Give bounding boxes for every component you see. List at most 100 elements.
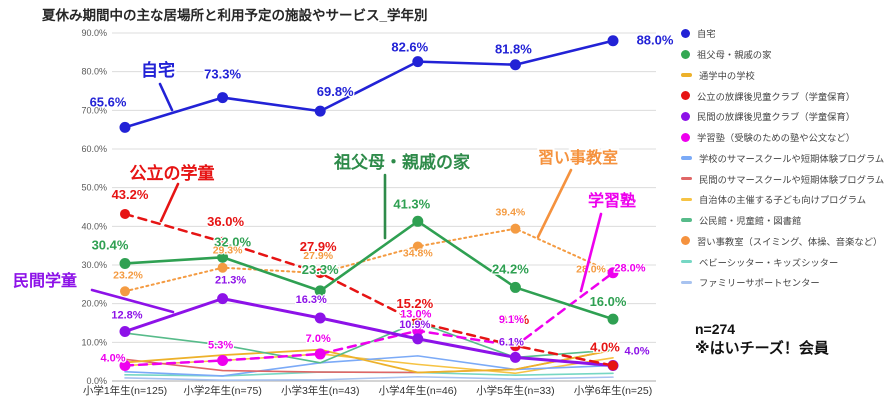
- value-labels-lesson-classes: 23.2% 29.3% 27.9% 34.8% 39.4% 28.0%: [112, 206, 607, 283]
- data-point-grandparents-house: [217, 251, 229, 263]
- svg-text:34.8%: 34.8%: [403, 247, 433, 259]
- annotation-home: 自宅: [139, 58, 177, 112]
- y-axis-labels: 0.0% 10.0% 20.0% 30.0% 40.0% 50.0% 60.0% 70.0% 8…: [81, 28, 107, 386]
- svg-text:4.0%: 4.0%: [100, 353, 125, 365]
- legend-line-icon: [681, 197, 692, 202]
- annotation-private-afterschool-club: 民間学童: [11, 269, 175, 314]
- value-labels-public-afterschool-club: 43.2% 36.0% 27.9% 15.2% 9.1% 4.0%: [110, 186, 621, 356]
- svg-text:民間学童: 民間学童: [13, 271, 77, 290]
- series-school-summer-program: [124, 355, 614, 377]
- legend-line-icon: [681, 218, 692, 222]
- svg-text:公立の学童: 公立の学童: [130, 163, 215, 183]
- svg-text:6.1%: 6.1%: [499, 336, 524, 348]
- legend-label: ファミリーサポートセンター: [699, 278, 820, 289]
- legend-label: 公民館・児童館・図書館: [699, 216, 802, 227]
- svg-text:13.0%: 13.0%: [400, 309, 431, 321]
- svg-text:50.0%: 50.0%: [81, 183, 107, 193]
- svg-text:4.0%: 4.0%: [590, 340, 620, 355]
- svg-text:0.0%: 0.0%: [86, 376, 107, 386]
- svg-text:23.2%: 23.2%: [113, 269, 143, 281]
- x-axis-labels: 小学1年生(n=125) 小学2年生(n=75) 小学3年生(n=43) 小学4年生(…: [83, 384, 652, 397]
- svg-text:10.9%: 10.9%: [399, 319, 430, 331]
- svg-text:15.2%: 15.2%: [396, 296, 433, 311]
- data-point-grandparents-house: [119, 257, 131, 269]
- svg-text:28.0%: 28.0%: [576, 264, 606, 276]
- legend-dot-icon: [681, 28, 690, 38]
- svg-text:小学5年生(n=33): 小学5年生(n=33): [476, 384, 554, 397]
- sample-size-note: n=274: [695, 321, 736, 337]
- svg-text:81.8%: 81.8%: [495, 42, 532, 57]
- legend-dot-icon: [681, 111, 690, 121]
- svg-text:27.9%: 27.9%: [303, 250, 333, 262]
- svg-text:20.0%: 20.0%: [81, 299, 107, 309]
- annotation-cram-school: 学習塾: [579, 189, 638, 293]
- value-labels-home: 65.6% 73.3% 69.8% 82.6% 81.8% 88.0%: [88, 31, 675, 110]
- legend-line-icon: [681, 280, 692, 285]
- svg-text:90.0%: 90.0%: [81, 28, 107, 38]
- data-point-lesson-classes: [510, 223, 521, 234]
- legend-dot-icon: [681, 91, 690, 101]
- legend-label: 学習塾（受験のための塾や公文など）: [697, 133, 856, 144]
- data-point-home: [607, 35, 619, 47]
- svg-text:40.0%: 40.0%: [81, 221, 107, 231]
- legend-line-icon: [681, 176, 692, 181]
- svg-text:39.4%: 39.4%: [496, 207, 526, 219]
- legend-item-public-afterschool-club: 公立の放課後児童クラブ（学童保育）: [681, 85, 884, 106]
- data-point-private-afterschool-club: [314, 312, 326, 324]
- legend-line-icon: [681, 156, 692, 160]
- svg-text:27.9%: 27.9%: [300, 239, 337, 254]
- svg-text:16.3%: 16.3%: [296, 294, 327, 306]
- data-point-public-afterschool-club: [120, 208, 130, 219]
- data-point-public-afterschool-club: [412, 317, 423, 328]
- chart-note: n=274 ※はいチーズ！会員: [695, 320, 829, 359]
- legend-item-home: 自宅: [681, 23, 884, 44]
- legend-item-cram-school: 学習塾（受験のための塾や公文など）: [681, 127, 884, 148]
- svg-text:12.8%: 12.8%: [111, 310, 142, 322]
- legend-label: 自宅: [697, 29, 716, 40]
- svg-text:自宅: 自宅: [141, 60, 175, 80]
- svg-text:43.2%: 43.2%: [112, 187, 149, 202]
- svg-text:21.3%: 21.3%: [215, 275, 246, 287]
- svg-text:70.0%: 70.0%: [81, 105, 107, 115]
- svg-text:小学4年生(n=46): 小学4年生(n=46): [379, 384, 457, 397]
- data-point-grandparents-house: [509, 281, 521, 293]
- legend-label: 自治体の主催する子ども向けプログラム: [699, 195, 867, 206]
- svg-text:60.0%: 60.0%: [81, 144, 107, 154]
- svg-text:32.0%: 32.0%: [214, 234, 251, 249]
- legend-line-icon: [681, 73, 692, 77]
- annotation-grandparents-house: 祖父母・親戚の家: [331, 150, 472, 240]
- data-point-private-afterschool-club: [412, 333, 424, 345]
- legend-item-babysitter: ベビーシッター・キッズシッター: [681, 251, 884, 272]
- svg-text:小学1年生(n=125): 小学1年生(n=125): [83, 384, 167, 397]
- chart-title: 夏休み期間中の主な居場所と利用予定の施設やサービス_学年別: [42, 8, 428, 23]
- svg-text:習い事教室: 習い事教室: [538, 148, 618, 167]
- svg-text:5.3%: 5.3%: [208, 340, 233, 352]
- svg-text:82.6%: 82.6%: [391, 40, 428, 55]
- svg-text:28.0%: 28.0%: [614, 263, 645, 275]
- svg-text:7.0%: 7.0%: [306, 333, 331, 345]
- annotation-lesson-classes: 習い事教室: [536, 146, 620, 239]
- svg-text:4.0%: 4.0%: [624, 346, 649, 358]
- data-point-home: [217, 92, 229, 104]
- value-labels-private-afterschool-club: 12.8% 21.3% 16.3% 10.9% 6.1% 4.0%: [110, 273, 651, 358]
- data-point-grandparents-house: [314, 285, 326, 297]
- legend-item-private-afterschool-club: 民間の放課後児童クラブ（学童保育）: [681, 106, 884, 127]
- svg-text:73.3%: 73.3%: [204, 67, 241, 82]
- legend-item-lesson-classes: 習い事教室（スイミング、体操、音楽など）: [681, 231, 884, 252]
- data-point-private-afterschool-club: [217, 293, 229, 305]
- value-labels-cram-school: 4.0% 5.3% 7.0% 13.0% 9.1% 28.0%: [99, 261, 647, 365]
- annotation-public-afterschool-club: 公立の学童: [128, 161, 217, 223]
- legend-label: 民間のサマースクールや短期体験プログラム: [699, 174, 885, 185]
- data-point-public-afterschool-club: [217, 236, 228, 247]
- svg-text:30.4%: 30.4%: [92, 237, 129, 252]
- legend-line-icon: [681, 259, 692, 264]
- legend-item-grandparents-house: 祖父母・親戚の家: [681, 44, 884, 65]
- chart-legend: 自宅 祖父母・親戚の家 通学中の学校 公立の放課後児童クラブ（学童保育） 民間の放課後児…: [681, 23, 884, 293]
- svg-text:小学3年生(n=43): 小学3年生(n=43): [281, 384, 359, 397]
- data-point-private-afterschool-club: [509, 351, 521, 363]
- svg-text:24.2%: 24.2%: [492, 261, 529, 276]
- data-point-cram-school: [119, 360, 131, 372]
- svg-text:36.0%: 36.0%: [207, 214, 244, 229]
- svg-text:69.8%: 69.8%: [317, 84, 354, 99]
